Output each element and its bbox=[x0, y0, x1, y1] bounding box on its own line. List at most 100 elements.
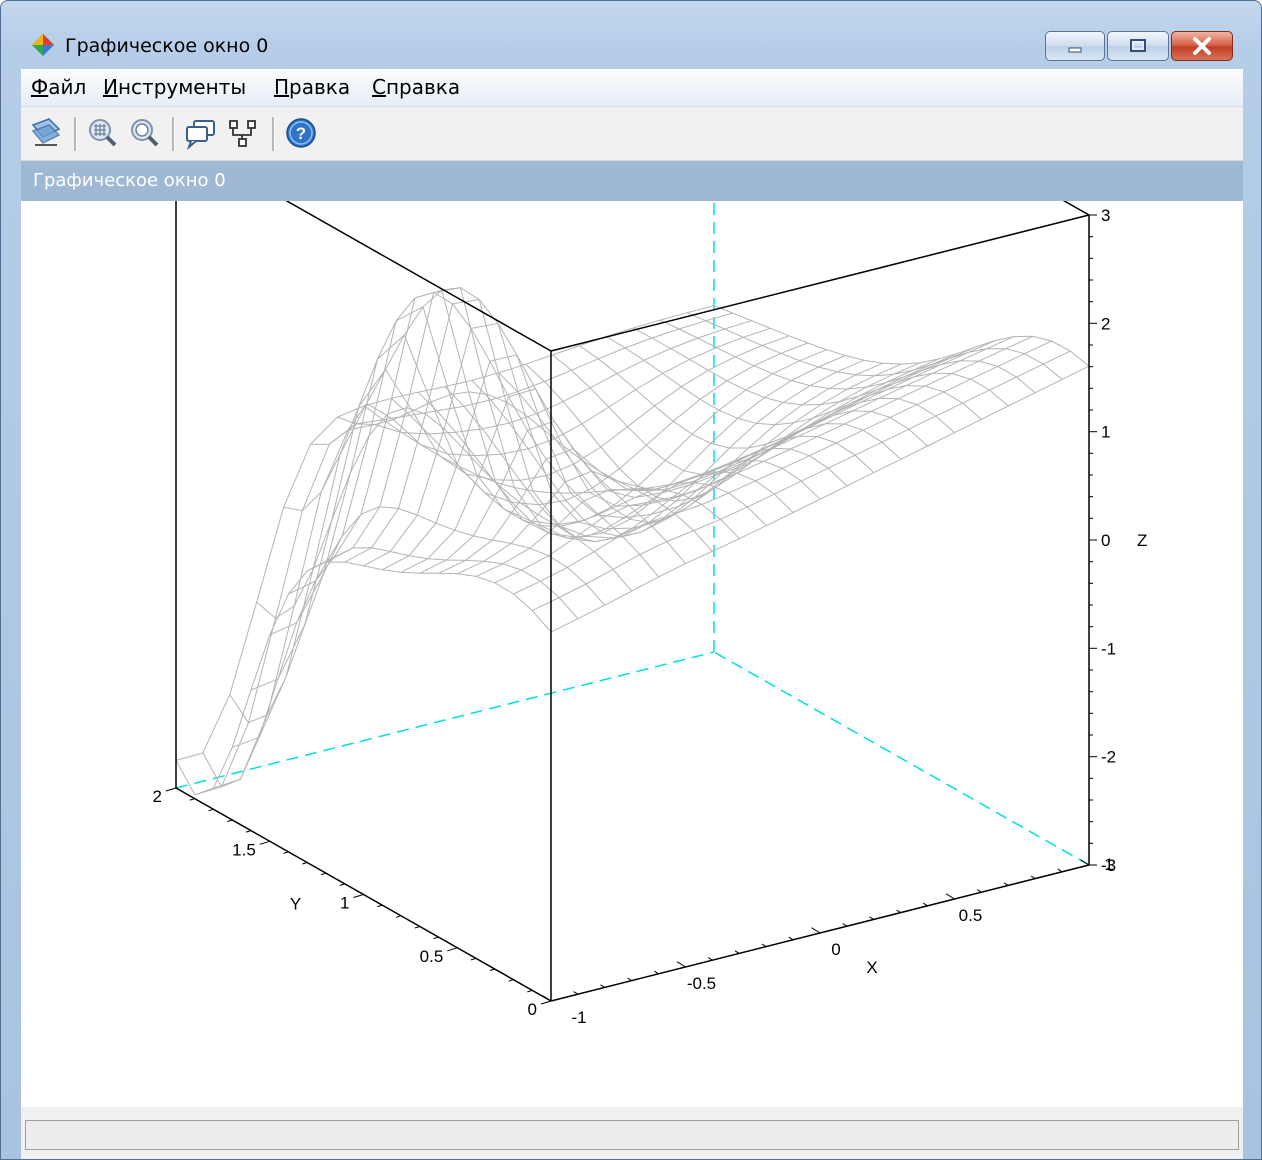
surface-mesh-line bbox=[550, 365, 1090, 633]
y-tick-label: 0.5 bbox=[420, 947, 444, 966]
x-tick bbox=[734, 950, 740, 954]
x-tick bbox=[842, 923, 848, 927]
y-tick bbox=[508, 979, 514, 982]
y-tick bbox=[433, 936, 439, 940]
surface-mesh-line bbox=[579, 345, 955, 449]
status-field bbox=[25, 1120, 1239, 1150]
surface-mesh-line bbox=[307, 289, 846, 572]
rotate-2d-3d-icon bbox=[31, 118, 61, 146]
surface-mesh-line bbox=[400, 358, 940, 573]
z-tick-label: 0 bbox=[1101, 531, 1110, 550]
surface-plot[interactable]: -1 -0.5 0 0.5 1 X 0 0.5 1 1.5 2 Y -3 -2 -1 0 1 2 3 Z bbox=[21, 201, 1243, 1107]
menu-tools[interactable]: Инструменты bbox=[103, 75, 247, 99]
surface-mesh-line bbox=[382, 354, 921, 571]
minimize-icon bbox=[1068, 47, 1082, 53]
z-tick-label: 3 bbox=[1101, 206, 1110, 225]
x-tick-label: 0.5 bbox=[959, 906, 983, 925]
toolbar-separator bbox=[272, 117, 275, 151]
x-tick bbox=[676, 961, 686, 968]
datatip-icon bbox=[186, 120, 215, 151]
unzoom-icon bbox=[131, 119, 159, 147]
x-tick bbox=[707, 957, 713, 961]
y-tick bbox=[353, 894, 364, 898]
toolbar: ? bbox=[21, 107, 1243, 161]
surface-mesh-line bbox=[438, 346, 977, 574]
box-hidden-edge bbox=[175, 651, 715, 789]
surface-mesh-line bbox=[250, 335, 790, 691]
y-tick bbox=[414, 926, 420, 929]
surface-mesh-line bbox=[269, 334, 808, 636]
surface-mesh-line bbox=[213, 320, 752, 789]
y-tick-label: 0 bbox=[528, 1000, 537, 1019]
box-edge bbox=[285, 201, 552, 352]
y-tick bbox=[527, 989, 533, 993]
x-tick bbox=[869, 916, 875, 920]
surface-mesh-line bbox=[175, 561, 552, 796]
y-tick bbox=[208, 808, 214, 812]
menu-bar: Файл Инструменты Правка Справка bbox=[21, 69, 1243, 107]
y-tick bbox=[259, 840, 270, 845]
y-tick bbox=[165, 787, 177, 792]
z-tick-label: -2 bbox=[1101, 748, 1116, 767]
zoom-button[interactable] bbox=[84, 115, 122, 151]
x-tick bbox=[600, 984, 606, 988]
menu-file[interactable]: Файл bbox=[31, 75, 87, 99]
z-tick-label: 1 bbox=[1101, 423, 1110, 442]
y-tick bbox=[395, 915, 402, 918]
status-bar bbox=[21, 1107, 1243, 1159]
scilab-app-icon bbox=[32, 34, 54, 56]
y-tick bbox=[339, 883, 345, 886]
plot-canvas[interactable]: -1 -0.5 0 0.5 1 X 0 0.5 1 1.5 2 Y -3 -2 -1 0 1 2 3 Z bbox=[21, 201, 1243, 1107]
x-tick bbox=[923, 902, 928, 907]
y-tick bbox=[540, 1000, 552, 1005]
y-tick bbox=[489, 968, 495, 971]
maximize-icon bbox=[1130, 39, 1146, 52]
x-tick bbox=[654, 970, 659, 975]
box-edge bbox=[550, 214, 1090, 352]
x-tick-label: -0.5 bbox=[687, 974, 716, 993]
surface-mesh-line bbox=[713, 305, 1090, 367]
menu-help[interactable]: Справка bbox=[372, 75, 461, 99]
x-axis-label: X bbox=[866, 958, 877, 977]
datatip-button[interactable] bbox=[182, 115, 220, 151]
box-hidden-edge bbox=[713, 651, 1090, 866]
x-tick bbox=[761, 943, 767, 948]
help-icon: ? bbox=[286, 118, 316, 148]
x-tick-label: 1 bbox=[1104, 855, 1113, 874]
y-tick bbox=[283, 851, 289, 854]
z-tick-label: -3 bbox=[1101, 856, 1116, 875]
maximize-button[interactable] bbox=[1107, 31, 1169, 61]
z-tick-label: -1 bbox=[1101, 639, 1116, 658]
surface-mesh-line bbox=[194, 312, 733, 796]
y-tick bbox=[189, 798, 195, 801]
surface-mesh-line bbox=[419, 352, 958, 574]
x-tick bbox=[788, 936, 794, 941]
unzoom-button[interactable] bbox=[126, 115, 164, 151]
title-bar[interactable]: Графическое окно 0 bbox=[1, 1, 1261, 67]
rotate-button[interactable] bbox=[27, 115, 65, 151]
y-axis-label: Y bbox=[290, 895, 301, 914]
editor-button[interactable] bbox=[224, 115, 262, 151]
surface-mesh-line bbox=[232, 327, 771, 748]
zoom-icon bbox=[89, 119, 117, 147]
y-tick bbox=[227, 819, 233, 822]
help-button[interactable]: ? bbox=[282, 115, 320, 151]
y-tick-label: 1 bbox=[340, 894, 349, 913]
close-button[interactable] bbox=[1171, 31, 1233, 61]
window-title: Графическое окно 0 bbox=[65, 35, 269, 57]
minimize-button[interactable] bbox=[1045, 31, 1105, 61]
x-tick-label: 0 bbox=[831, 940, 840, 959]
surface-mesh-line bbox=[283, 291, 659, 578]
box-edge bbox=[1062, 201, 1090, 216]
surface-mesh-line bbox=[494, 335, 1034, 584]
surface-mesh-line bbox=[444, 386, 821, 543]
toolbar-separator bbox=[74, 117, 77, 151]
z-tick-label: 2 bbox=[1101, 314, 1110, 333]
y-tick-label: 2 bbox=[153, 787, 162, 806]
y-tick bbox=[320, 872, 327, 876]
y-tick bbox=[302, 862, 308, 865]
menu-edit[interactable]: Правка bbox=[274, 75, 351, 99]
x-tick bbox=[1080, 859, 1090, 866]
x-tick bbox=[945, 893, 955, 900]
x-tick bbox=[896, 909, 901, 914]
